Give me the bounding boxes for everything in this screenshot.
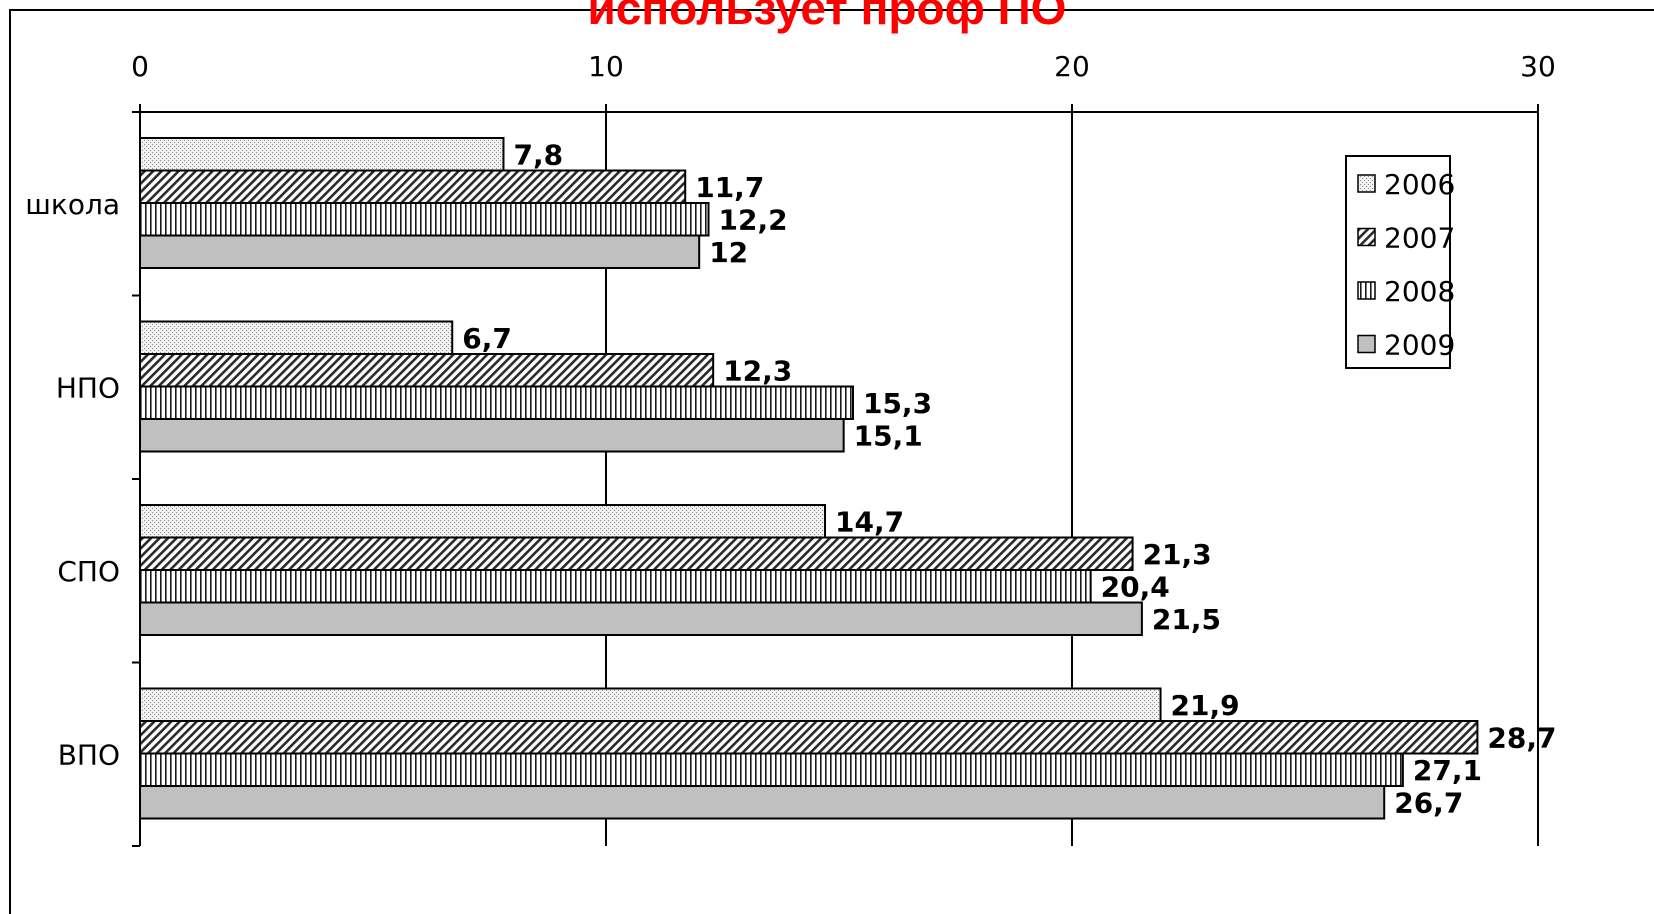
bar-2006-0: [139, 137, 505, 172]
x-tick-label: 20: [1054, 50, 1090, 83]
axes: 0 10 20 30 школа НПО СПО ВПО: [25, 50, 1556, 847]
bar-2008-1: [139, 385, 854, 420]
category-label: школа: [25, 188, 120, 221]
value-label: 6,7: [462, 322, 512, 355]
value-label: 12,3: [723, 354, 792, 387]
bar-2008-0: [139, 202, 710, 237]
value-label: 11,7: [695, 171, 764, 204]
bar-2009-2: [139, 601, 1143, 636]
chart-title: использует проф ПО: [588, 0, 1067, 34]
value-label: 15,3: [863, 387, 932, 420]
bar-2009-0: [139, 234, 701, 269]
bar-2009-3: [139, 785, 1386, 820]
bar-2007-3: [139, 720, 1479, 755]
data-labels: 7,8 11,712,212 6,7 12,3 15,315,1 14,7 21,320,4…: [462, 138, 1556, 819]
bar-2006-2: [139, 504, 827, 539]
legend-swatch-2006: [1357, 174, 1376, 193]
bar-2008-2: [139, 569, 1092, 604]
category-label: ВПО: [58, 738, 120, 771]
x-tick-label: 0: [131, 50, 149, 83]
legend-entry: 2008: [1384, 275, 1455, 308]
bar-2008-3: [139, 752, 1404, 787]
bar-2006-3: [139, 687, 1162, 722]
value-label: 20,4: [1101, 570, 1170, 603]
chart-border: [9, 9, 1654, 914]
value-label: 28,7: [1487, 721, 1556, 754]
category-label: НПО: [56, 371, 120, 404]
x-tick-label: 30: [1520, 50, 1556, 83]
legend-entry: 2007: [1384, 222, 1455, 255]
legend: 2006 2007 2008 2009: [1345, 155, 1455, 369]
value-label: 14,7: [835, 505, 904, 538]
category-label: СПО: [57, 555, 120, 588]
bar-2009-1: [139, 418, 845, 453]
value-label: 21,5: [1152, 603, 1221, 636]
value-label: 26,7: [1394, 786, 1463, 819]
legend-entry: 2009: [1384, 329, 1455, 362]
bar-2007-2: [139, 536, 1134, 571]
legend-swatch-2009: [1357, 334, 1376, 354]
legend-entry: 2006: [1384, 168, 1455, 201]
value-label: 12: [709, 236, 748, 269]
bar-2006-1: [139, 320, 454, 355]
bars: [139, 137, 1479, 820]
bar-2007-1: [139, 353, 715, 388]
value-label: 21,9: [1171, 689, 1240, 722]
value-label: 27,1: [1413, 754, 1482, 787]
bar-2007-0: [139, 169, 687, 204]
value-label: 12,2: [719, 203, 788, 236]
value-label: 21,3: [1143, 538, 1212, 571]
legend-swatch-2008: [1357, 281, 1376, 300]
value-label: 15,1: [854, 419, 923, 452]
x-tick-label: 10: [588, 50, 624, 83]
legend-swatch-2007: [1357, 227, 1376, 247]
value-label: 7,8: [513, 138, 563, 171]
